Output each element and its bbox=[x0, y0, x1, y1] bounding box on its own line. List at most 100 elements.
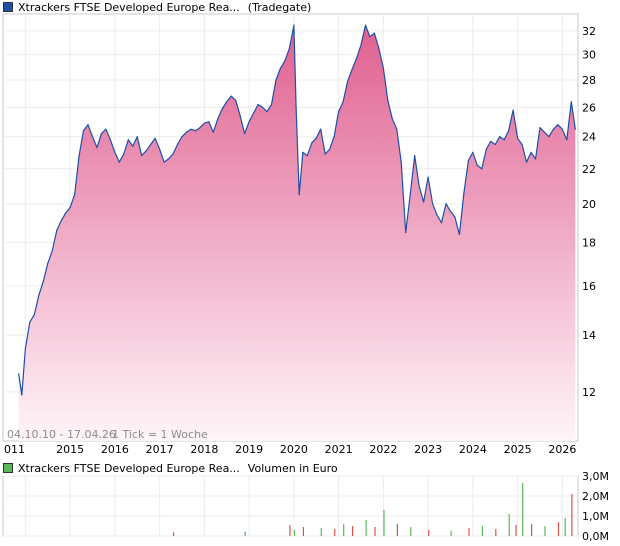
price-point bbox=[360, 44, 362, 46]
price-point bbox=[302, 151, 304, 153]
price-x-tick-label: 2022 bbox=[369, 443, 397, 455]
price-point bbox=[534, 158, 537, 160]
date-range-footnote: 04.10.10 - 17.04.26 bbox=[7, 428, 116, 441]
price-point bbox=[409, 194, 411, 196]
price-point bbox=[159, 148, 161, 150]
price-x-tick-label: 2025 bbox=[504, 443, 532, 455]
price-point bbox=[467, 159, 469, 162]
price-point bbox=[552, 128, 555, 130]
volume-y-tick-label: 1,0M bbox=[582, 510, 609, 523]
price-point bbox=[525, 161, 528, 163]
price-x-tick-label: 2021 bbox=[325, 443, 353, 455]
price-point bbox=[172, 153, 174, 155]
price-point bbox=[239, 115, 241, 117]
price-point bbox=[306, 155, 308, 157]
price-point bbox=[405, 231, 407, 234]
price-point bbox=[298, 194, 300, 196]
price-point bbox=[275, 79, 277, 81]
price-point bbox=[414, 155, 416, 157]
price-point bbox=[279, 67, 281, 69]
volume-bar bbox=[544, 526, 546, 536]
price-point bbox=[530, 151, 532, 153]
price-point bbox=[221, 108, 223, 110]
price-point bbox=[347, 80, 349, 82]
price-point bbox=[499, 136, 501, 138]
price-point bbox=[378, 47, 380, 50]
price-y-tick-label: 14 bbox=[582, 329, 596, 342]
price-point bbox=[382, 67, 384, 69]
price-legend-subtitle: (Tradegate) bbox=[247, 0, 312, 14]
price-y-tick-label: 30 bbox=[582, 49, 596, 62]
volume-chart-legend: Xtrackers FTSE Developed Europe Rea... V… bbox=[3, 461, 338, 475]
price-point bbox=[100, 133, 102, 135]
volume-bar bbox=[557, 522, 560, 536]
volume-bar bbox=[522, 483, 524, 536]
price-point bbox=[190, 128, 192, 130]
price-point bbox=[311, 142, 313, 144]
price-point bbox=[463, 192, 465, 194]
price-point bbox=[168, 158, 170, 160]
price-point bbox=[521, 143, 523, 146]
volume-bar bbox=[365, 520, 367, 536]
price-point bbox=[136, 136, 138, 138]
price-point bbox=[199, 127, 201, 129]
price-point bbox=[557, 124, 559, 126]
price-point bbox=[78, 155, 80, 157]
price-point bbox=[123, 153, 125, 155]
price-point bbox=[176, 143, 179, 146]
price-point bbox=[114, 151, 116, 153]
price-point bbox=[266, 111, 268, 113]
price-point bbox=[315, 137, 317, 139]
volume-bar bbox=[428, 530, 430, 536]
volume-bar bbox=[374, 527, 376, 536]
price-point bbox=[566, 139, 568, 141]
volume-bar bbox=[508, 514, 510, 536]
price-point bbox=[212, 131, 214, 133]
price-point bbox=[29, 321, 31, 323]
volume-bar bbox=[564, 518, 566, 536]
price-point bbox=[445, 203, 447, 205]
price-point bbox=[65, 212, 67, 214]
price-point bbox=[364, 24, 367, 26]
price-y-tick-label: 28 bbox=[582, 74, 596, 87]
volume-bar bbox=[173, 532, 175, 536]
price-point bbox=[235, 99, 237, 101]
price-point bbox=[181, 136, 183, 138]
price-point bbox=[320, 128, 322, 130]
price-x-tick-label: 2017 bbox=[146, 443, 174, 455]
price-point bbox=[51, 250, 53, 252]
price-point bbox=[329, 148, 331, 150]
tick-interval-footnote: 1 Tick = 1 Woche bbox=[112, 428, 208, 441]
volume-bar bbox=[293, 530, 296, 536]
price-point bbox=[396, 128, 398, 130]
price-point bbox=[400, 161, 402, 163]
price-point bbox=[248, 121, 250, 123]
price-point bbox=[472, 151, 474, 153]
price-point bbox=[512, 109, 514, 111]
price-point bbox=[373, 32, 375, 34]
price-point bbox=[21, 394, 23, 396]
price-x-tick-label: 2015 bbox=[56, 443, 84, 455]
price-point bbox=[288, 47, 290, 50]
volume-bar bbox=[289, 525, 291, 536]
price-point bbox=[132, 145, 134, 147]
volume-legend-subtitle: Volumen in Euro bbox=[247, 461, 338, 475]
price-point bbox=[127, 139, 129, 141]
price-point bbox=[96, 147, 98, 149]
price-point bbox=[543, 131, 546, 133]
volume-y-tick-label: 3,0M bbox=[582, 470, 609, 483]
price-point bbox=[387, 99, 389, 101]
volume-legend-title: Xtrackers FTSE Developed Europe Rea... bbox=[18, 461, 240, 475]
price-point bbox=[150, 143, 152, 146]
price-point bbox=[261, 106, 264, 108]
price-x-tick-label: 2019 bbox=[235, 443, 263, 455]
price-point bbox=[476, 164, 478, 166]
price-point bbox=[440, 222, 443, 224]
volume-bar bbox=[343, 524, 345, 536]
price-point bbox=[217, 118, 219, 120]
volume-bar bbox=[396, 524, 398, 536]
price-point bbox=[449, 210, 452, 212]
volume-bar bbox=[515, 525, 517, 536]
price-chart-legend: Xtrackers FTSE Developed Europe Rea... (… bbox=[3, 0, 311, 14]
